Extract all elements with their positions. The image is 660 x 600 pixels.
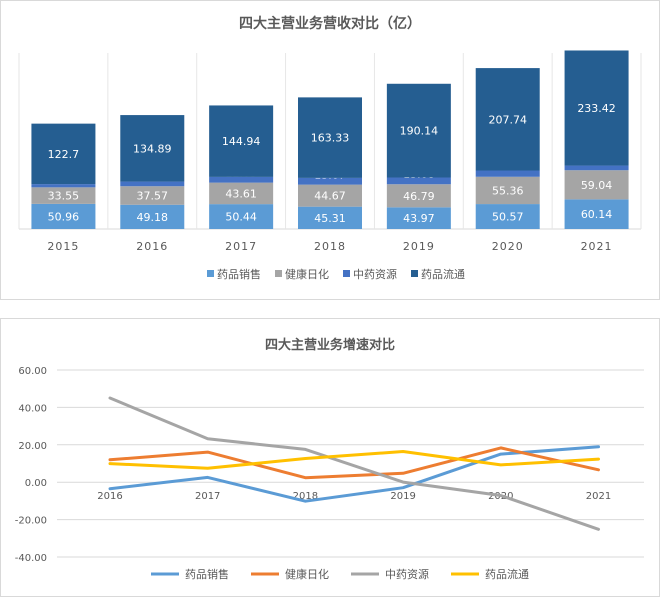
bar-segment — [564, 50, 629, 166]
bar-segment — [298, 206, 362, 229]
revenue-stacked-bar-chart: 四大主营业务营收对比（亿） 50.9633.556.51122.7201549.… — [18, 15, 642, 281]
bar-segment — [386, 184, 451, 208]
bar-data-label: 207.74 — [488, 113, 527, 126]
bar-segment — [298, 97, 362, 178]
bar-data-label: 43.97 — [403, 212, 435, 225]
bar-legend-swatch — [207, 270, 214, 277]
bar-segment — [386, 177, 451, 185]
bar-legend-label: 中药资源 — [353, 267, 397, 281]
bar-legend-swatch — [275, 270, 282, 277]
bar-legend-label: 药品流通 — [421, 267, 465, 281]
line-x-tick-label: 2017 — [195, 491, 220, 502]
bar-data-label: 44.67 — [314, 190, 346, 203]
bar-data-label: 33.55 — [48, 190, 80, 203]
line-x-tick-label: 2016 — [97, 491, 122, 502]
bar-segment — [564, 199, 629, 229]
line-y-tick-label: -20.00 — [15, 516, 47, 527]
line-x-tick-label: 2018 — [293, 491, 318, 502]
bar-segment — [31, 187, 96, 204]
bar-data-label: 55.36 — [492, 184, 524, 197]
series-line — [108, 396, 600, 531]
bar-data-label: 134.89 — [133, 142, 172, 155]
bar-segment — [120, 115, 185, 182]
line-y-tick-label: 40.00 — [18, 403, 47, 414]
bar-data-label: 50.44 — [225, 211, 257, 224]
revenue-chart-panel: 四大主营业务营收对比（亿） 50.9633.556.51122.7201549.… — [0, 0, 660, 300]
bar-segment — [475, 204, 540, 229]
bar-data-label: 43.61 — [225, 187, 257, 200]
bar-segment — [209, 182, 274, 205]
bar-x-tick-label: 2015 — [47, 240, 79, 253]
line-legend-label: 药品销售 — [185, 567, 229, 581]
bar-data-label: 163.33 — [311, 132, 350, 145]
growth-chart-panel: 四大主营业务增速对比 60.00 40.00 20.00 0.00 -20.00 -40.… — [0, 318, 660, 597]
line-y-tick-label: -40.00 — [15, 553, 47, 564]
line-y-tick-label: 0.00 — [25, 478, 47, 489]
bar-x-tick-label: 2020 — [492, 240, 524, 253]
bar-segment — [564, 170, 629, 200]
bar-data-label: 37.57 — [137, 189, 169, 202]
bar-x-tick-label: 2018 — [314, 240, 346, 253]
bar-segment — [298, 177, 362, 185]
line-chart-title: 四大主营业务增速对比 — [265, 337, 395, 353]
bar-data-label: 50.96 — [48, 210, 80, 223]
bar-data-label: 49.18 — [137, 211, 169, 224]
bar-segment — [120, 186, 185, 205]
bar-segment — [298, 184, 362, 207]
bar-legend-swatch — [343, 270, 350, 277]
bar-segment — [31, 123, 96, 185]
growth-line-chart: 四大主营业务增速对比 60.00 40.00 20.00 0.00 -20.00 -40.… — [15, 337, 644, 581]
bar-data-label: 60.14 — [581, 208, 613, 221]
bar-segment — [31, 184, 96, 188]
bar-data-label: 50.57 — [492, 211, 524, 224]
bar-segment — [475, 176, 540, 205]
bar-data-label: 59.04 — [581, 179, 613, 192]
bar-segment — [31, 203, 96, 229]
bar-legend-swatch — [411, 270, 418, 277]
bar-x-tick-label: 2019 — [403, 240, 435, 253]
line-y-tick-label: 20.00 — [18, 441, 47, 452]
series-line — [108, 446, 600, 480]
line-x-tick-label: 2019 — [390, 491, 415, 502]
bar-segment — [564, 165, 629, 171]
bar-data-label: 144.94 — [222, 135, 261, 148]
series-line — [108, 450, 600, 470]
bar-data-label: 190.14 — [400, 125, 439, 138]
bar-segment — [120, 204, 185, 229]
bar-data-label: 233.42 — [577, 102, 616, 115]
bar-legend-label: 健康日化 — [285, 267, 329, 281]
bar-data-label: 46.79 — [403, 190, 435, 203]
line-legend-label: 健康日化 — [285, 567, 329, 581]
bar-legend-label: 药品销售 — [217, 267, 261, 281]
bar-segment — [475, 170, 540, 177]
bar-segment — [209, 105, 274, 177]
bar-segment — [209, 204, 274, 229]
line-legend-label: 药品流通 — [485, 567, 529, 581]
bar-segment — [386, 207, 451, 229]
bar-segment — [386, 83, 451, 178]
bar-data-label: 122.7 — [48, 148, 80, 161]
bar-x-tick-label: 2016 — [136, 240, 168, 253]
bar-segment — [209, 176, 274, 183]
bar-data-label: 45.31 — [314, 212, 346, 225]
bar-x-tick-label: 2021 — [581, 240, 613, 253]
line-y-tick-label: 60.00 — [18, 366, 47, 377]
line-x-tick-label: 2021 — [586, 491, 611, 502]
bar-chart-title: 四大主营业务营收对比（亿） — [239, 15, 421, 32]
bar-segment — [120, 181, 185, 187]
line-legend-label: 中药资源 — [385, 567, 429, 581]
bar-segment — [475, 68, 540, 171]
bar-x-tick-label: 2017 — [225, 240, 257, 253]
